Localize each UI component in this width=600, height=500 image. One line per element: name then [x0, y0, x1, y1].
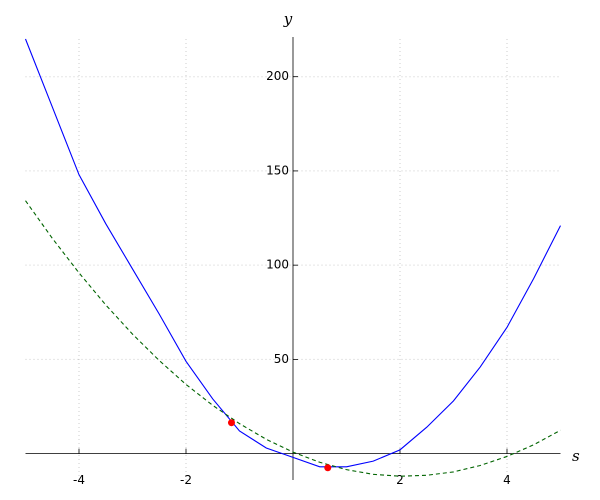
point — [324, 464, 332, 472]
curve — [25, 200, 561, 477]
y-tick-label: 200 — [266, 69, 289, 83]
x-tick-label: -4 — [73, 473, 85, 487]
x-tick-label: 2 — [396, 473, 404, 487]
x-tick-label: 4 — [503, 473, 511, 487]
point — [227, 419, 235, 427]
curve — [24, 38, 561, 468]
y-axis-label: y — [283, 10, 293, 28]
y-tick-label: 100 — [266, 258, 289, 272]
y-tick-label: 150 — [266, 163, 289, 177]
x-tick-label: -2 — [180, 473, 192, 487]
y-tick-label: 50 — [274, 352, 289, 366]
x-axis-label: s — [572, 447, 580, 465]
